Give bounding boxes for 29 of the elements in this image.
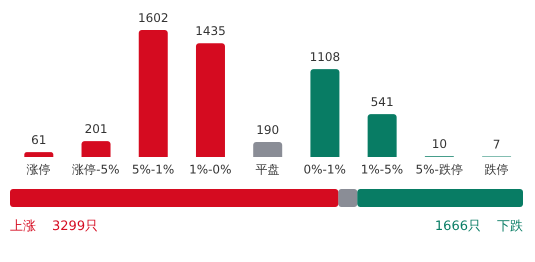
- text: 3299只: [52, 219, 98, 234]
- x-tick-label: 5%-跌停: [415, 162, 463, 177]
- data-label: 10: [432, 137, 447, 152]
- bar: [253, 142, 282, 157]
- data-label: 541: [370, 95, 394, 110]
- bar: [368, 114, 397, 157]
- data-label: 61: [31, 133, 46, 148]
- x-tick-label: 0%-1%: [304, 162, 346, 177]
- bar: [196, 43, 225, 157]
- x-tick-label: 涨停-5%: [72, 162, 120, 177]
- text: 上涨: [10, 219, 36, 234]
- x-tick-label: 涨停: [26, 162, 51, 177]
- x-tick-label: 1%-5%: [360, 162, 404, 177]
- text: 1666只: [434, 219, 481, 234]
- data-label: 1108: [310, 50, 340, 64]
- x-tick-label: 1%-0%: [189, 162, 232, 177]
- bar: [82, 141, 111, 157]
- bar: [24, 152, 54, 157]
- bar: [138, 30, 168, 157]
- bar: [310, 69, 340, 157]
- data-label: 1602: [138, 11, 169, 25]
- text: 下跌: [497, 219, 523, 234]
- x-tick-label: 平盘: [256, 162, 280, 177]
- x-tick-label: 跌停: [484, 162, 508, 177]
- x-tick-label: 5%-1%: [132, 162, 174, 177]
- data-label: 190: [256, 122, 280, 137]
- data-label: 201: [84, 122, 108, 136]
- data-label: 1435: [195, 24, 226, 38]
- data-label: 7: [492, 137, 500, 152]
